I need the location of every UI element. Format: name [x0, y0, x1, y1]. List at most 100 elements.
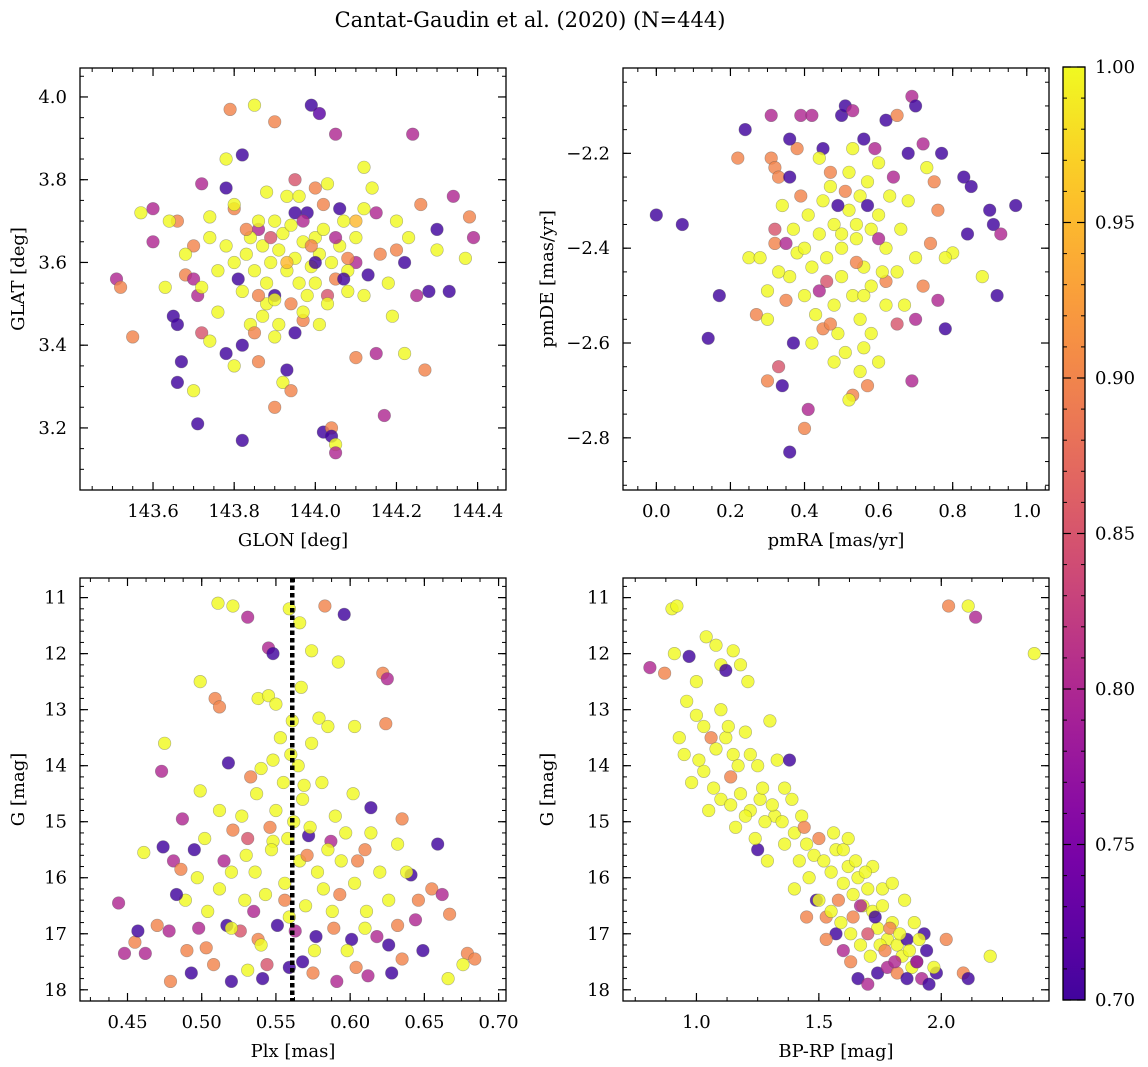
data-point — [738, 809, 753, 823]
data-point — [349, 960, 363, 975]
data-point — [861, 882, 875, 896]
x-tick-label: 0.65 — [404, 1012, 444, 1033]
data-point — [431, 837, 445, 851]
data-point — [264, 255, 278, 270]
data-point — [960, 227, 975, 241]
data-point — [207, 957, 221, 972]
data-point — [782, 753, 797, 767]
data-point — [908, 99, 923, 113]
data-point — [726, 747, 740, 762]
axes-frame — [622, 577, 1050, 1002]
data-point — [305, 644, 319, 658]
data-point — [783, 445, 797, 459]
data-point — [677, 747, 691, 762]
data-point — [827, 217, 841, 232]
data-point — [849, 217, 864, 232]
data-point — [1009, 198, 1023, 213]
data-point — [939, 932, 953, 947]
data-point — [364, 826, 378, 840]
data-point — [276, 375, 290, 390]
y-tick-label: 15 — [587, 812, 610, 833]
x-axis-label: Plx [mas] — [251, 1041, 336, 1062]
x-tick-label: 0.2 — [716, 501, 745, 522]
data-point — [922, 977, 936, 991]
data-point — [219, 346, 233, 361]
data-point — [802, 871, 816, 885]
axes-frame — [79, 577, 507, 1002]
data-point — [307, 943, 322, 958]
data-point — [138, 946, 152, 961]
data-point — [842, 203, 856, 217]
data-point — [817, 854, 831, 868]
data-point — [446, 189, 460, 203]
data-point — [195, 280, 209, 294]
data-point — [212, 882, 227, 896]
data-point — [861, 927, 875, 941]
data-point — [329, 231, 343, 245]
data-point — [203, 210, 217, 224]
x-tick-label: 0.8 — [938, 501, 967, 522]
data-point — [170, 317, 184, 332]
data-point — [812, 151, 826, 165]
data-point — [410, 288, 424, 303]
x-tick-label: 144.4 — [452, 501, 504, 522]
data-point — [883, 921, 897, 935]
y-tick-label: 11 — [587, 588, 610, 609]
data-point — [724, 770, 738, 784]
data-point — [260, 185, 274, 199]
data-point — [919, 943, 934, 958]
data-point — [341, 251, 355, 265]
data-point — [878, 943, 892, 958]
data-point — [251, 288, 266, 303]
data-point — [266, 753, 280, 767]
data-point — [699, 630, 713, 644]
data-point — [834, 227, 849, 241]
data-point — [296, 955, 310, 969]
data-point — [957, 170, 971, 184]
data-point — [193, 784, 207, 798]
data-point — [823, 317, 838, 331]
data-point — [280, 363, 294, 377]
data-point — [146, 202, 160, 216]
x-tick-label: 0.70 — [479, 1012, 519, 1033]
data-point — [400, 865, 414, 879]
data-point — [751, 843, 765, 857]
data-point — [709, 742, 723, 756]
data-point — [330, 974, 344, 989]
data-point — [212, 700, 227, 714]
x-tick-label: 0.50 — [182, 1012, 222, 1033]
data-point — [741, 674, 755, 689]
data-point — [192, 921, 206, 935]
data-point — [315, 775, 329, 790]
data-point — [219, 239, 233, 253]
y-tick-label: 13 — [44, 700, 67, 721]
data-point — [779, 293, 793, 307]
data-point — [391, 837, 405, 851]
data-point — [126, 330, 140, 344]
data-point — [430, 243, 444, 257]
data-point — [163, 974, 178, 989]
data-point — [406, 127, 420, 141]
data-point — [364, 801, 378, 815]
data-point — [864, 279, 878, 293]
data-point — [382, 893, 396, 907]
points-pm — [649, 89, 1023, 459]
data-point — [888, 955, 902, 969]
data-point — [341, 284, 355, 299]
y-tick-label: 16 — [587, 868, 610, 889]
y-axis-label: G [mag] — [537, 753, 558, 826]
data-point — [169, 887, 184, 902]
data-point — [879, 241, 893, 255]
data-point — [765, 798, 779, 812]
data-point — [841, 831, 855, 846]
data-point — [682, 649, 696, 664]
data-point — [902, 943, 917, 958]
data-point — [254, 761, 268, 776]
data-point — [812, 893, 826, 907]
data-point — [117, 946, 132, 961]
data-point — [649, 208, 663, 222]
data-point — [1027, 646, 1041, 661]
points-plx — [111, 596, 482, 989]
data-point — [692, 753, 706, 767]
data-point — [162, 214, 176, 228]
